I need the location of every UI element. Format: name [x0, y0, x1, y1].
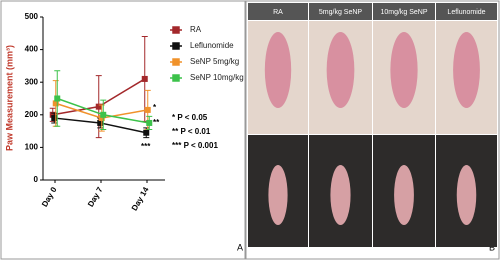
- paw: [268, 165, 288, 225]
- y-axis-label: Paw Measurement (mm³): [4, 45, 14, 151]
- column-header: [309, 3, 372, 20]
- y-tick-label: 100: [25, 143, 39, 152]
- panel-label: A: [237, 242, 243, 252]
- paw: [264, 32, 292, 108]
- legend-label: RA: [190, 25, 202, 34]
- column-header: [248, 3, 308, 20]
- y-tick-label: 400: [25, 45, 39, 54]
- annotation: ***: [141, 142, 151, 151]
- legend-label: SeNP 10mg/kg: [190, 73, 244, 82]
- marker: [144, 106, 151, 113]
- column-label: Leflunomide: [447, 9, 485, 16]
- marker: [141, 75, 148, 82]
- significance-note: * P < 0.05: [172, 113, 208, 122]
- legend-marker: [170, 58, 182, 66]
- paw: [330, 165, 351, 225]
- y-tick-label: 200: [25, 110, 39, 119]
- column-label: 10mg/kg SeNP: [380, 9, 427, 16]
- significance-note: ** P < 0.01: [172, 127, 211, 136]
- paw: [326, 32, 355, 108]
- marker: [51, 115, 58, 122]
- marker: [143, 129, 150, 136]
- legend-marker: [170, 42, 182, 50]
- significance-note: *** P < 0.001: [172, 141, 218, 150]
- y-tick-label: 300: [25, 77, 39, 86]
- column-header: [436, 3, 497, 20]
- column-header: [373, 3, 435, 20]
- panel-label: B: [489, 242, 495, 252]
- marker: [54, 95, 61, 102]
- legend-label: Leflunomide: [190, 41, 234, 50]
- panel-a-frame: [0, 0, 246, 260]
- column-label: RA: [273, 9, 283, 16]
- column-label: 5mg/kg SeNP: [319, 9, 363, 16]
- marker: [146, 119, 153, 126]
- y-tick-label: 0: [34, 175, 39, 184]
- annotation: *: [153, 103, 157, 112]
- photo-grid: RA 5mg/kg SeNP 10mg/kg SeNP Leflunomide: [248, 3, 497, 247]
- paw: [390, 32, 418, 108]
- paw: [453, 32, 480, 108]
- legend-marker: [170, 74, 182, 82]
- y-tick-label: 500: [25, 12, 39, 21]
- marker: [100, 111, 107, 118]
- legend-label: SeNP 5mg/kg: [190, 57, 239, 66]
- paw: [394, 165, 414, 225]
- legend-marker: [170, 26, 182, 34]
- paw: [456, 165, 477, 225]
- annotation: **: [153, 118, 160, 127]
